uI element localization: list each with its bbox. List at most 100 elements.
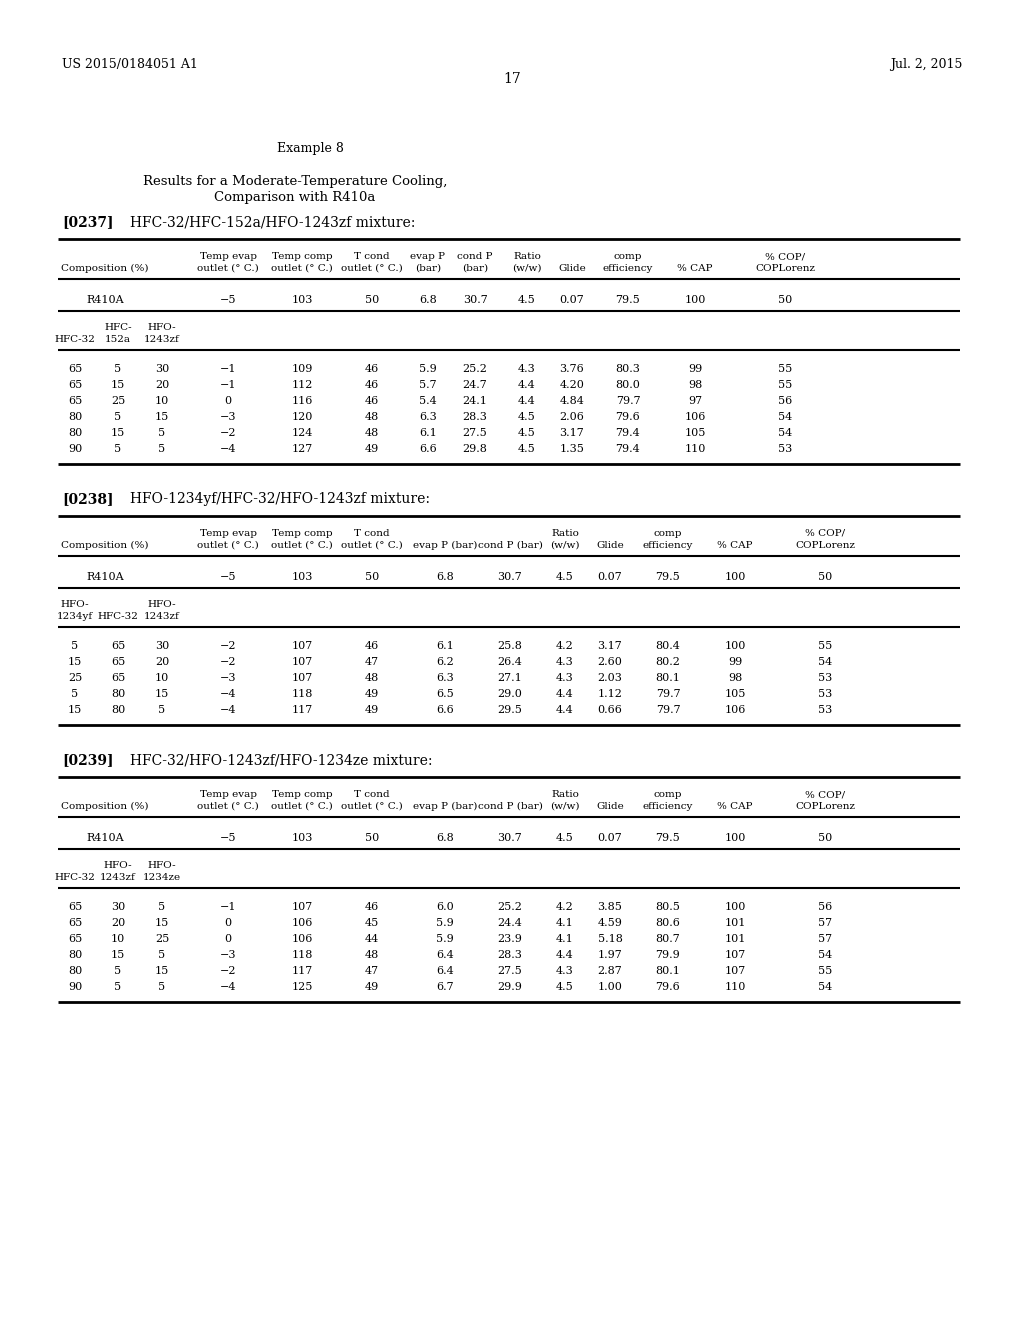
Text: 6.8: 6.8 bbox=[419, 294, 437, 305]
Text: 4.5: 4.5 bbox=[556, 572, 573, 582]
Text: 5: 5 bbox=[159, 982, 166, 993]
Text: 117: 117 bbox=[292, 966, 312, 975]
Text: 1243zf: 1243zf bbox=[144, 612, 180, 620]
Text: 117: 117 bbox=[292, 705, 312, 715]
Text: 5.9: 5.9 bbox=[436, 935, 454, 944]
Text: 27.1: 27.1 bbox=[498, 673, 522, 682]
Text: T cond: T cond bbox=[354, 529, 390, 539]
Text: 107: 107 bbox=[724, 950, 745, 960]
Text: 4.84: 4.84 bbox=[559, 396, 585, 407]
Text: 55: 55 bbox=[778, 380, 793, 389]
Text: 48: 48 bbox=[365, 950, 379, 960]
Text: 0.07: 0.07 bbox=[598, 833, 623, 843]
Text: −4: −4 bbox=[220, 705, 237, 715]
Text: 6.1: 6.1 bbox=[419, 428, 437, 438]
Text: 5: 5 bbox=[159, 705, 166, 715]
Text: 65: 65 bbox=[68, 364, 82, 374]
Text: Ratio: Ratio bbox=[551, 789, 579, 799]
Text: 0.07: 0.07 bbox=[598, 572, 623, 582]
Text: 6.3: 6.3 bbox=[436, 673, 454, 682]
Text: 101: 101 bbox=[724, 917, 745, 928]
Text: 107: 107 bbox=[292, 902, 312, 912]
Text: 15: 15 bbox=[68, 657, 82, 667]
Text: −4: −4 bbox=[220, 444, 237, 454]
Text: 6.8: 6.8 bbox=[436, 833, 454, 843]
Text: −4: −4 bbox=[220, 982, 237, 993]
Text: 4.4: 4.4 bbox=[556, 705, 573, 715]
Text: R410A: R410A bbox=[86, 572, 124, 582]
Text: 28.3: 28.3 bbox=[498, 950, 522, 960]
Text: 79.5: 79.5 bbox=[655, 833, 680, 843]
Text: 10: 10 bbox=[155, 396, 169, 407]
Text: 5: 5 bbox=[115, 966, 122, 975]
Text: 54: 54 bbox=[778, 412, 793, 422]
Text: 65: 65 bbox=[68, 935, 82, 944]
Text: 4.4: 4.4 bbox=[518, 396, 536, 407]
Text: outlet (° C.): outlet (° C.) bbox=[198, 264, 259, 273]
Text: evap P (bar): evap P (bar) bbox=[413, 541, 477, 550]
Text: 5.18: 5.18 bbox=[598, 935, 623, 944]
Text: 50: 50 bbox=[818, 572, 833, 582]
Text: comp: comp bbox=[613, 252, 642, 261]
Text: R410A: R410A bbox=[86, 294, 124, 305]
Text: 80.4: 80.4 bbox=[655, 642, 680, 651]
Text: 109: 109 bbox=[291, 364, 312, 374]
Text: 54: 54 bbox=[818, 982, 833, 993]
Text: −4: −4 bbox=[220, 689, 237, 700]
Text: 152a: 152a bbox=[105, 335, 131, 345]
Text: 25: 25 bbox=[111, 396, 125, 407]
Text: 1234yf: 1234yf bbox=[57, 612, 93, 620]
Text: 5: 5 bbox=[159, 950, 166, 960]
Text: 1.12: 1.12 bbox=[598, 689, 623, 700]
Text: HFO-: HFO- bbox=[147, 861, 176, 870]
Text: 4.3: 4.3 bbox=[556, 966, 573, 975]
Text: 15: 15 bbox=[68, 705, 82, 715]
Text: HFO-1234yf/HFC-32/HFO-1243zf mixture:: HFO-1234yf/HFC-32/HFO-1243zf mixture: bbox=[130, 492, 430, 506]
Text: 49: 49 bbox=[365, 444, 379, 454]
Text: 106: 106 bbox=[291, 917, 312, 928]
Text: 10: 10 bbox=[155, 673, 169, 682]
Text: 29.9: 29.9 bbox=[498, 982, 522, 993]
Text: 79.7: 79.7 bbox=[655, 689, 680, 700]
Text: 0: 0 bbox=[224, 396, 231, 407]
Text: 47: 47 bbox=[365, 657, 379, 667]
Text: −3: −3 bbox=[220, 673, 237, 682]
Text: 49: 49 bbox=[365, 982, 379, 993]
Text: 105: 105 bbox=[684, 428, 706, 438]
Text: 15: 15 bbox=[111, 380, 125, 389]
Text: 46: 46 bbox=[365, 380, 379, 389]
Text: 10: 10 bbox=[111, 935, 125, 944]
Text: 118: 118 bbox=[291, 689, 312, 700]
Text: 54: 54 bbox=[778, 428, 793, 438]
Text: 80.3: 80.3 bbox=[615, 364, 640, 374]
Text: 20: 20 bbox=[155, 657, 169, 667]
Text: 4.2: 4.2 bbox=[556, 642, 573, 651]
Text: 101: 101 bbox=[724, 935, 745, 944]
Text: 56: 56 bbox=[778, 396, 793, 407]
Text: 27.5: 27.5 bbox=[463, 428, 487, 438]
Text: COPLorenz: COPLorenz bbox=[795, 541, 855, 550]
Text: Temp comp: Temp comp bbox=[271, 529, 333, 539]
Text: comp: comp bbox=[653, 789, 682, 799]
Text: Glide: Glide bbox=[596, 803, 624, 810]
Text: 30.7: 30.7 bbox=[463, 294, 487, 305]
Text: 1234ze: 1234ze bbox=[143, 873, 181, 882]
Text: Composition (%): Composition (%) bbox=[61, 803, 148, 810]
Text: 79.4: 79.4 bbox=[615, 428, 640, 438]
Text: 6.4: 6.4 bbox=[436, 950, 454, 960]
Text: −5: −5 bbox=[220, 294, 237, 305]
Text: (w/w): (w/w) bbox=[550, 803, 580, 810]
Text: 29.8: 29.8 bbox=[463, 444, 487, 454]
Text: 79.5: 79.5 bbox=[615, 294, 640, 305]
Text: 107: 107 bbox=[292, 657, 312, 667]
Text: 1243zf: 1243zf bbox=[144, 335, 180, 345]
Text: 15: 15 bbox=[111, 950, 125, 960]
Text: 20: 20 bbox=[155, 380, 169, 389]
Text: 5: 5 bbox=[115, 444, 122, 454]
Text: HFC-: HFC- bbox=[104, 323, 132, 333]
Text: 100: 100 bbox=[684, 294, 706, 305]
Text: 80.2: 80.2 bbox=[655, 657, 680, 667]
Text: 125: 125 bbox=[291, 982, 312, 993]
Text: 80.1: 80.1 bbox=[655, 966, 680, 975]
Text: 4.3: 4.3 bbox=[556, 657, 573, 667]
